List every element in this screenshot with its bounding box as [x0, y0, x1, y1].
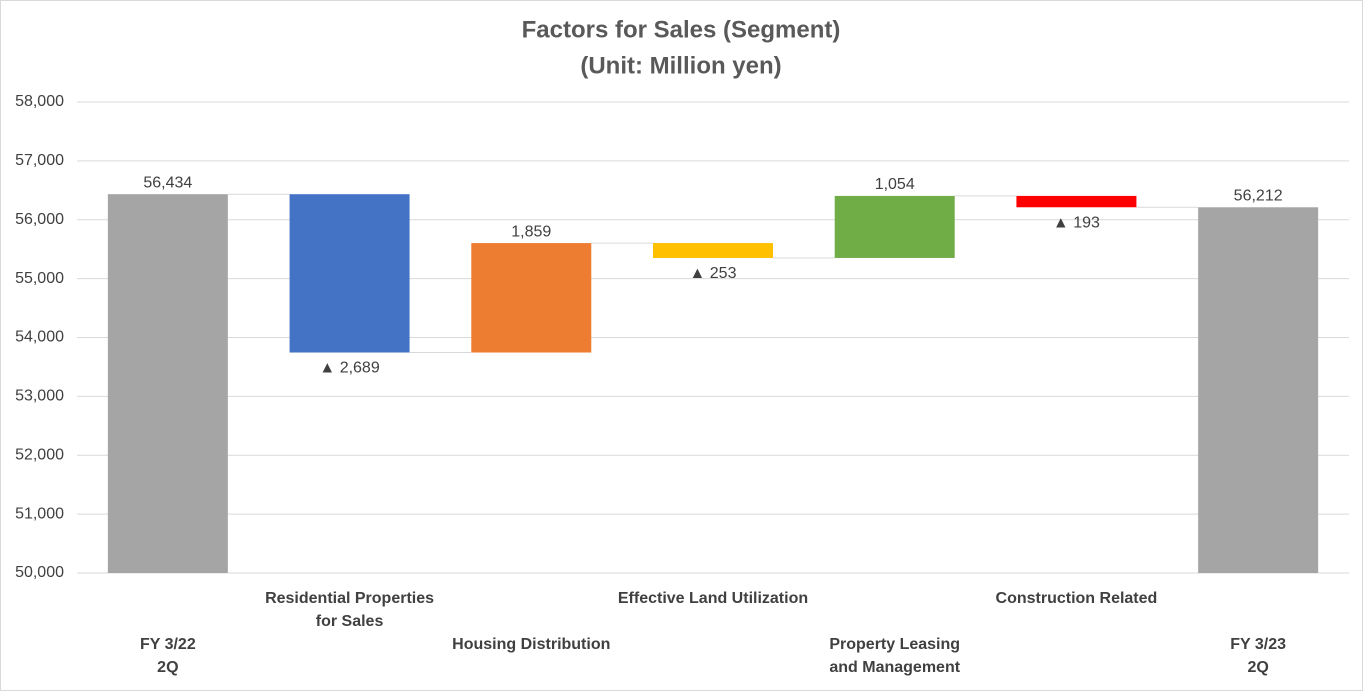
- data-label: 1,054: [875, 176, 915, 193]
- chart-subtitle: (Unit: Million yen): [580, 52, 781, 79]
- x-tick-label: Construction Related: [995, 590, 1158, 607]
- x-tick-label: FY 3/22 2Q: [139, 636, 196, 676]
- bar: [1198, 207, 1319, 573]
- y-tick-label: 53,000: [15, 388, 64, 405]
- y-tick-label: 51,000: [15, 505, 64, 522]
- y-tick-label: 50,000: [15, 564, 64, 581]
- y-tick-label: 57,000: [15, 152, 64, 169]
- y-tick-label: 54,000: [15, 329, 64, 346]
- data-label: ▲ 2,689: [319, 360, 379, 377]
- y-tick-label: 52,000: [15, 446, 64, 463]
- bar: [471, 243, 592, 353]
- y-tick-label: 56,000: [15, 211, 64, 228]
- data-label: 1,859: [511, 223, 551, 240]
- x-tick-label: Residential Properties for Sales: [265, 590, 435, 630]
- data-label: ▲ 253: [690, 265, 737, 282]
- bar: [107, 194, 228, 574]
- y-tick-label: 55,000: [15, 270, 64, 287]
- chart-title: Factors for Sales (Segment): [522, 16, 841, 43]
- data-label: 56,212: [1234, 187, 1283, 204]
- x-tick-label: FY 3/23 2Q: [1230, 636, 1287, 676]
- bar: [834, 195, 955, 258]
- y-tick-label: 58,000: [15, 93, 64, 110]
- x-tick-label: Effective Land Utilization: [617, 590, 809, 607]
- bar: [1016, 195, 1137, 208]
- x-tick-label: Property Leasing and Management: [829, 636, 961, 676]
- bar: [653, 243, 773, 258]
- data-label: ▲ 193: [1053, 214, 1100, 231]
- bar: [289, 194, 410, 353]
- x-tick-label: Housing Distribution: [452, 636, 611, 653]
- data-label: 56,434: [143, 174, 192, 191]
